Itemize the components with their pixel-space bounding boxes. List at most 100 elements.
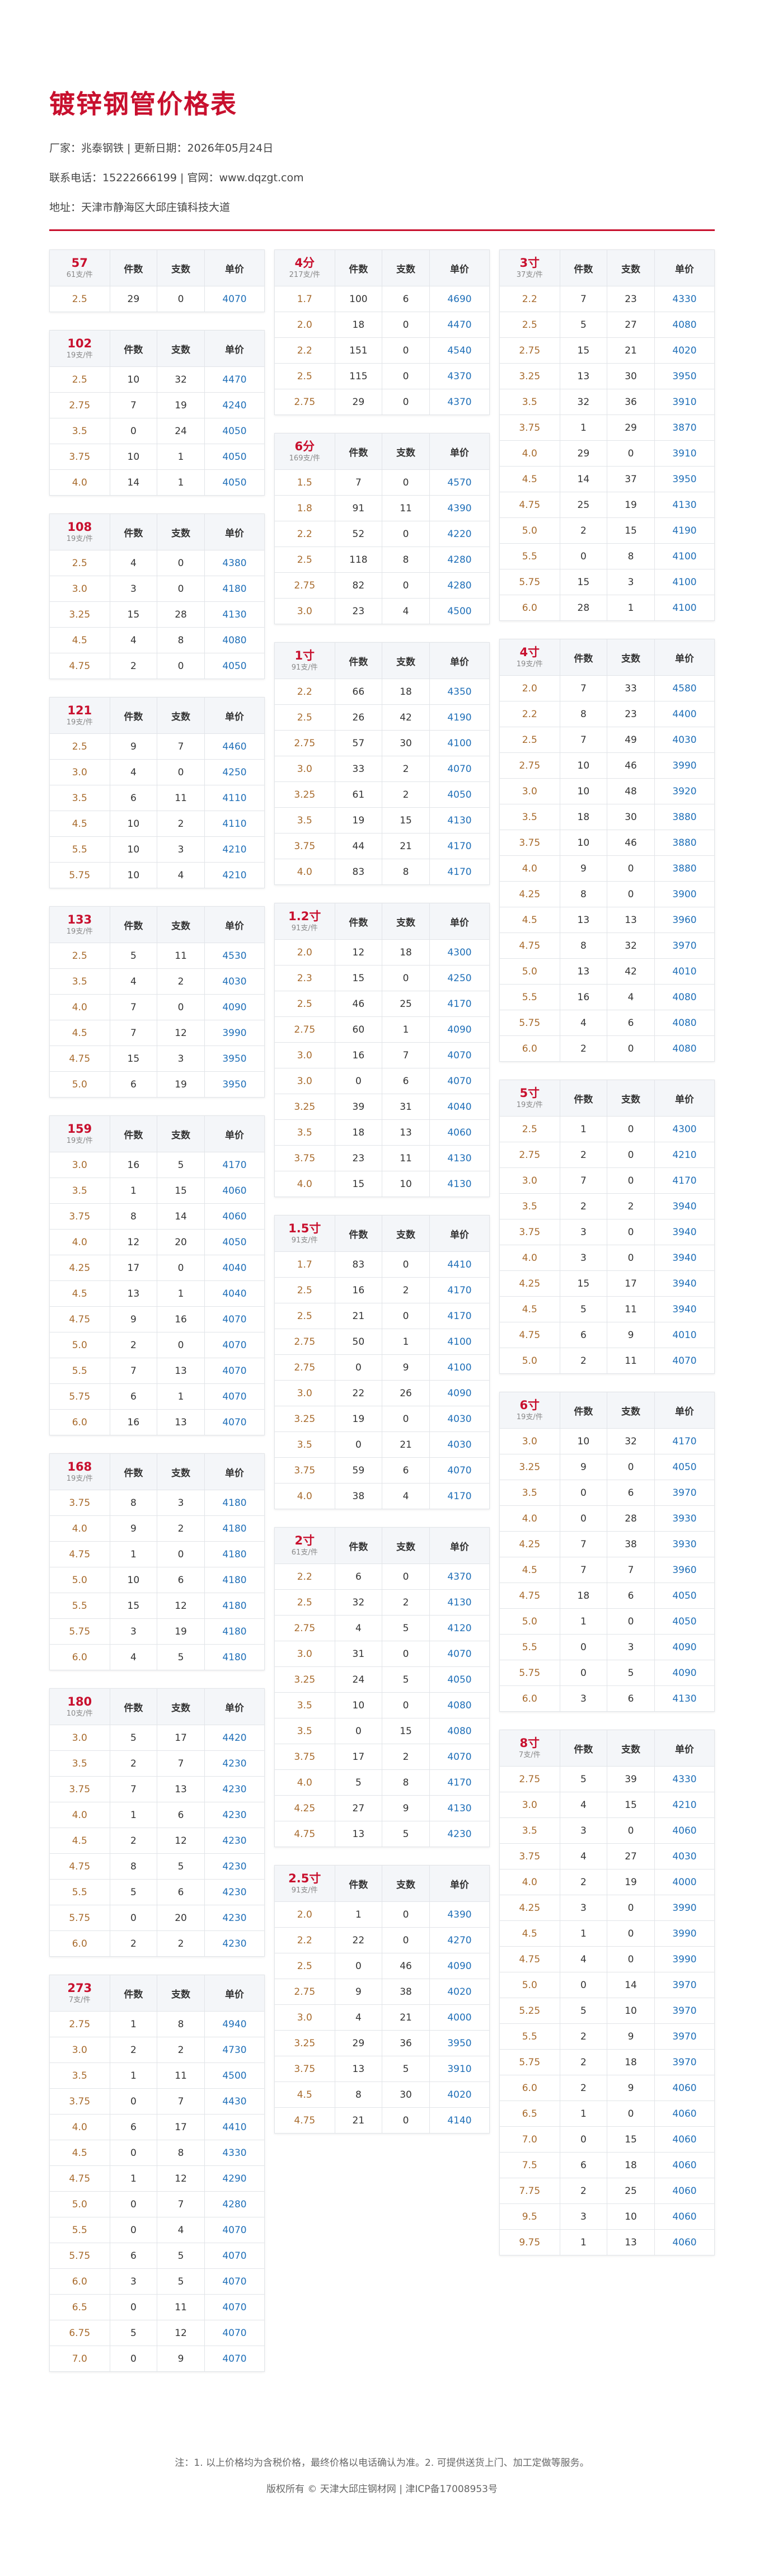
pieces: 0: [109, 2346, 158, 2372]
table-row: 2.75 0 9 4100: [274, 1354, 490, 1381]
pieces: 0: [109, 2088, 158, 2115]
table-row: 3.0 4 0 4250: [49, 759, 265, 785]
pieces: 10: [559, 778, 608, 804]
price: 4210: [654, 1142, 715, 1168]
table-row: 2.5 46 25 4170: [274, 991, 490, 1017]
spec: 3.75: [49, 444, 110, 470]
table-row: 5.75 3 19 4180: [49, 1618, 265, 1645]
price: 3940: [654, 1270, 715, 1297]
table-row: 3.0 2 2 4730: [49, 2037, 265, 2063]
pieces: 6: [559, 1322, 608, 1348]
price: 3970: [654, 1998, 715, 2024]
count: 2: [157, 968, 205, 995]
pieces: 12: [334, 939, 383, 966]
pieces: 52: [334, 521, 383, 547]
size-name: 57: [71, 256, 88, 270]
spec: 3.5: [49, 2062, 110, 2089]
count: 7: [157, 2088, 205, 2115]
table-row: 3.5 0 21 4030: [274, 1431, 490, 1458]
count: 46: [607, 830, 655, 856]
spec: 2.5: [274, 1303, 335, 1329]
table-row: 4.0 2 19 4000: [499, 1869, 715, 1895]
spec: 2.75: [274, 1329, 335, 1355]
spec: 3.25: [499, 1454, 560, 1480]
pack-size: 10支/件: [66, 1710, 93, 1718]
pieces: 10: [109, 862, 158, 888]
spec: 2.75: [499, 1142, 560, 1168]
price-table: 180 10支/件 件数 支数 单价 3.0 5 17 4420 3.5 2 7 4230 3.75 7 13…: [49, 1688, 265, 1957]
size-name: 159: [67, 1122, 92, 1136]
price: 3950: [654, 466, 715, 492]
table-row: 4.0 14 1 4050: [49, 469, 265, 496]
table-row: 4.5 13 13 3960: [499, 907, 715, 933]
count: 24: [157, 418, 205, 444]
price: 4080: [429, 1718, 490, 1744]
pieces: 9: [109, 733, 158, 760]
count: 18: [382, 679, 430, 705]
pieces: 9: [334, 1979, 383, 2005]
price: 4100: [654, 595, 715, 621]
header-row: 1.5寸 91支/件 件数 支数 单价: [274, 1215, 490, 1252]
pieces: 18: [334, 1119, 383, 1146]
count: 11: [382, 1145, 430, 1171]
count: 21: [382, 833, 430, 859]
pieces: 27: [334, 1795, 383, 1821]
table-row: 5.5 15 12 4180: [49, 1593, 265, 1619]
table-row: 2.5 32 2 4130: [274, 1589, 490, 1616]
count: 15: [607, 2126, 655, 2153]
pieces: 83: [334, 859, 383, 885]
spec: 4.75: [274, 1821, 335, 1847]
pack-size: 19支/件: [66, 535, 93, 543]
spec: 4.0: [274, 1769, 335, 1796]
spec: 4.0: [499, 1245, 560, 1271]
price: 4100: [429, 730, 490, 756]
price-table: 2.5寸 91支/件 件数 支数 单价 2.0 1 0 4390 2.2 22 0 4270 2.5 0 46…: [274, 1865, 490, 2134]
pieces: 38: [334, 1483, 383, 1509]
pieces: 2: [559, 517, 608, 544]
spec: 3.0: [499, 1428, 560, 1454]
table-row: 2.2 151 0 4540: [274, 337, 490, 364]
count: 0: [382, 1641, 430, 1667]
count: 0: [382, 389, 430, 415]
size-header: 1.5寸 91支/件: [274, 1215, 335, 1252]
count: 30: [607, 804, 655, 830]
pieces: 13: [334, 1821, 383, 1847]
spec: 4.25: [499, 881, 560, 907]
price: 4370: [429, 389, 490, 415]
pieces: 57: [334, 730, 383, 756]
table-row: 3.75 7 13 4230: [49, 1776, 265, 1802]
table-row: 3.75 1 29 3870: [499, 415, 715, 441]
count: 11: [157, 2062, 205, 2089]
spec: 5.5: [499, 984, 560, 1010]
count: 0: [382, 2107, 430, 2134]
price: 4230: [204, 1879, 265, 1905]
table-row: 2.75 7 19 4240: [49, 392, 265, 418]
count: 7: [607, 1557, 655, 1583]
table-head: 273 7支/件 件数 支数 单价: [49, 1975, 265, 2012]
footer-copyright: 版权所有 © 天津大邱庄钢材网 | 津ICP备17008953号: [266, 2484, 498, 2495]
pieces: 22: [334, 1380, 383, 1406]
pieces: 10: [109, 836, 158, 863]
table-row: 5.0 10 6 4180: [49, 1567, 265, 1593]
count: 19: [607, 492, 655, 518]
table-row: 4.75 25 19 4130: [499, 492, 715, 518]
count: 23: [607, 286, 655, 312]
count: 11: [607, 1296, 655, 1322]
price: 4070: [429, 756, 490, 782]
size-header: 180 10支/件: [49, 1688, 110, 1725]
size-header: 1.2寸 91支/件: [274, 903, 335, 940]
pieces: 1: [334, 1901, 383, 1928]
table-head: 168 19支/件 件数 支数 单价: [49, 1453, 265, 1490]
table-row: 6.0 3 6 4130: [499, 1685, 715, 1712]
table-row: 3.0 4 21 4000: [274, 2004, 490, 2031]
header-row: 1寸 91支/件 件数 支数 单价: [274, 642, 490, 679]
pack-size: 91支/件: [291, 1886, 318, 1895]
spec: 3.75: [49, 1776, 110, 1802]
price: 4070: [204, 1383, 265, 1410]
spec: 4.25: [499, 1270, 560, 1297]
count: 15: [382, 1718, 430, 1744]
column-header: 件数: [334, 903, 383, 940]
table-row: 3.5 0 24 4050: [49, 418, 265, 444]
price-table: 4分 217支/件 件数 支数 单价 1.7 100 6 4690 2.0 18 0 4470 2.2 15…: [274, 249, 490, 415]
spec: 4.0: [49, 1802, 110, 1828]
